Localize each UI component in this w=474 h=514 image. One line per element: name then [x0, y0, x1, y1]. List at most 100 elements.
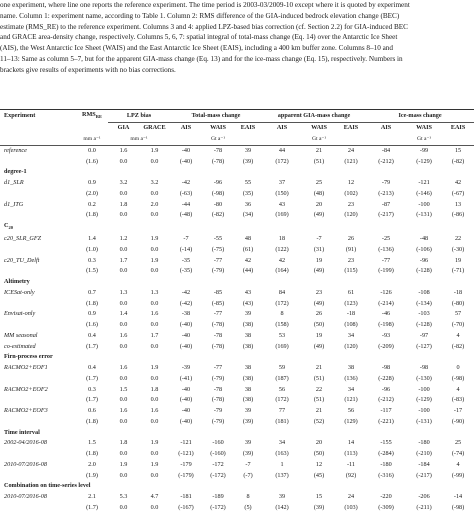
table-cell: -77	[381, 256, 391, 264]
table-cell: -79	[213, 407, 223, 415]
table-cell: 59	[278, 364, 286, 372]
experiment-name	[0, 189, 76, 200]
table-cell: 12	[315, 460, 323, 468]
table-cell: -18	[346, 310, 356, 318]
table-cell: 34	[347, 331, 355, 339]
experiment-name	[0, 449, 76, 460]
table-cell: (-79)	[211, 417, 225, 425]
table-cell: 53	[278, 331, 286, 339]
table-cell: (158)	[275, 321, 289, 329]
table-cell: -96	[213, 179, 223, 187]
table-row: (1.0) 0.0 0.0 (-14) (-75) (61) (122) (31) (91) (-…	[0, 245, 474, 256]
table-cell: (122)	[275, 245, 289, 253]
experiment-name	[0, 320, 76, 331]
table-cell: (51)	[313, 374, 325, 382]
section-label: Altimetry	[4, 278, 30, 286]
table-cell: -77	[213, 364, 223, 372]
caption-line: and GRACE area-density change, respectiv…	[0, 33, 398, 42]
header-row-sub: GIA GRACE AIS WAIS EAIS AIS WAIS EAIS AI…	[0, 123, 474, 134]
table-cell: 38	[244, 385, 252, 393]
table-cell: 1.6	[150, 407, 159, 415]
table-row: RACMO2+EOF3 0.6 1.6 1.6 -40 -79 39 77 21 56 -117 -1…	[0, 406, 474, 417]
table-cell: 0.0	[150, 471, 159, 479]
table-cell: 0.0	[150, 342, 159, 350]
table-cell: -103	[418, 310, 430, 318]
table-cell: (91)	[345, 245, 357, 253]
table-cell: 39	[244, 146, 252, 154]
table-cell: (38)	[242, 321, 254, 329]
section-row: Combination on time-series level	[0, 481, 474, 492]
table-row: (1.8) 0.0 0.0 (-42) (-85) (43) (172) (49) (123) (…	[0, 299, 474, 310]
experiment-name	[0, 374, 76, 385]
table-cell: 38	[347, 364, 355, 372]
table-cell: 1.6	[119, 146, 128, 154]
unit-apparent: Gt a⁻¹	[302, 134, 337, 146]
table-cell: -100	[418, 407, 430, 415]
table-cell: -80	[213, 200, 223, 208]
table-cell: 19	[315, 331, 323, 339]
table-row: (1.7) 0.0 0.0 (-167) (-172) (5) (142) (39) (103)…	[0, 503, 474, 514]
section-row: Altimetry	[0, 277, 474, 288]
table-cell: (-172)	[210, 503, 226, 511]
table-cell: -117	[380, 407, 392, 415]
table-cell: -7	[245, 460, 251, 468]
table-cell: (-211)	[416, 503, 432, 511]
table-cell: 1.8	[119, 439, 128, 447]
col-app-wais: WAIS	[311, 124, 327, 132]
caption-line: brackets give results of experiments wit…	[0, 65, 176, 74]
table-row: co-estimated (1.7) 0.0 0.0 (-40) (-78) (38) (16…	[0, 342, 474, 353]
table-cell: 57	[454, 310, 462, 318]
table-cell: (-40)	[179, 321, 193, 329]
table-cell: (-79)	[211, 374, 225, 382]
table-cell: 0.0	[150, 503, 159, 511]
table-cell: 21	[315, 407, 323, 415]
table-cell: -121	[418, 179, 430, 187]
table-cell: (1.8)	[86, 299, 98, 307]
experiment-name: reference	[4, 146, 27, 154]
col-app-ais: AIS	[276, 124, 288, 132]
table-cell: 1.9	[150, 256, 159, 264]
section-row: Firn-process error	[0, 352, 474, 363]
table-cell: (-146)	[416, 189, 432, 197]
table-cell: 0.0	[119, 503, 128, 511]
table-cell: 4	[456, 460, 460, 468]
table-cell: -44	[181, 200, 191, 208]
table-cell: (-209)	[378, 342, 394, 350]
col-experiment: Experiment	[4, 112, 36, 120]
table-cell: (-284)	[378, 450, 394, 458]
table-cell: -97	[419, 331, 429, 339]
table-cell: 0.0	[150, 157, 159, 165]
experiment-name	[0, 471, 76, 482]
section-label: Combination on time-series level	[4, 482, 91, 490]
table-cell: (163)	[275, 450, 289, 458]
table-cell: 1.9	[119, 460, 128, 468]
table-cell: 0.7	[88, 288, 96, 296]
table-cell: (-129)	[416, 157, 432, 165]
experiment-name: Envisat-only	[4, 310, 36, 318]
table-cell: 0.0	[150, 374, 159, 382]
table-cell: 1.4	[88, 235, 96, 243]
section-label: C20	[4, 222, 13, 231]
unit-rms: mm a⁻¹	[76, 134, 108, 146]
table-cell: 43	[244, 288, 252, 296]
table-cell: 5.3	[119, 493, 128, 501]
table-cell: 0.0	[119, 396, 128, 404]
table-cell: -25	[381, 235, 391, 243]
table-row: c20_SLR_GFZ 1.4 1.2 1.9 -7 -55 48 18 -7 26 -25 -48 2…	[0, 234, 474, 245]
table-cell: (-136)	[378, 245, 394, 253]
caption-line: 11–13: Same as column 5–7, but for the a…	[0, 54, 403, 63]
table-cell: (121)	[344, 157, 358, 165]
table-cell: -14	[453, 493, 463, 501]
table-cell: -100	[418, 200, 430, 208]
table-cell: (1.6)	[86, 157, 98, 165]
table-cell: -46	[381, 310, 391, 318]
table-cell: 48	[244, 235, 252, 243]
table-cell: (-83)	[451, 396, 465, 404]
table-cell: (1.9)	[86, 471, 98, 479]
table-cell: (-128)	[416, 267, 432, 275]
table-cell: 0.0	[119, 211, 128, 219]
table-cell: -96	[419, 256, 429, 264]
table-cell: 1.9	[150, 364, 159, 372]
table-cell: 0.0	[150, 417, 159, 425]
table-cell: 1.6	[119, 407, 128, 415]
